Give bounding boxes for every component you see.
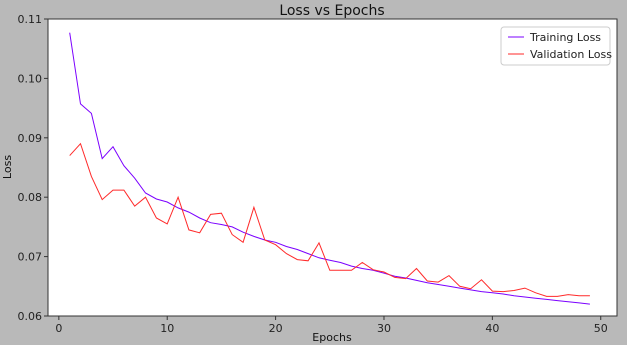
axis-ticks: 0 10 20 30 40 50 0.06 0.07 0.08 0.09 0.10 0.11 (18, 13, 608, 335)
y-axis-label: Loss (1, 155, 14, 179)
series-line-validation (69, 142, 590, 297)
x-axis-label: Epochs (312, 331, 352, 344)
y-tick-label: 0.08 (18, 191, 43, 204)
legend-box (500, 26, 611, 66)
y-tick-label: 0.09 (18, 132, 43, 145)
y-tick-label: 0.11 (18, 13, 43, 26)
x-tick-label: 30 (377, 322, 391, 335)
y-tick-label: 0.06 (18, 310, 43, 323)
chart-title: Loss vs Epochs (279, 3, 384, 19)
x-tick-label: 10 (160, 322, 174, 335)
series-group (69, 32, 590, 305)
x-tick-label: 50 (594, 322, 608, 335)
legend-label-validation: Validation Loss (530, 48, 612, 61)
y-tick-label: 0.07 (18, 251, 43, 264)
plot-area (47, 18, 618, 317)
y-tick-label: 0.10 (18, 72, 43, 85)
legend-label-training: Training Loss (529, 31, 601, 44)
series-line-training (69, 32, 590, 305)
x-tick-label: 0 (55, 322, 62, 335)
x-tick-label: 40 (485, 322, 499, 335)
x-tick-label: 20 (269, 322, 283, 335)
legend: Training Loss Validation Loss (500, 26, 612, 66)
